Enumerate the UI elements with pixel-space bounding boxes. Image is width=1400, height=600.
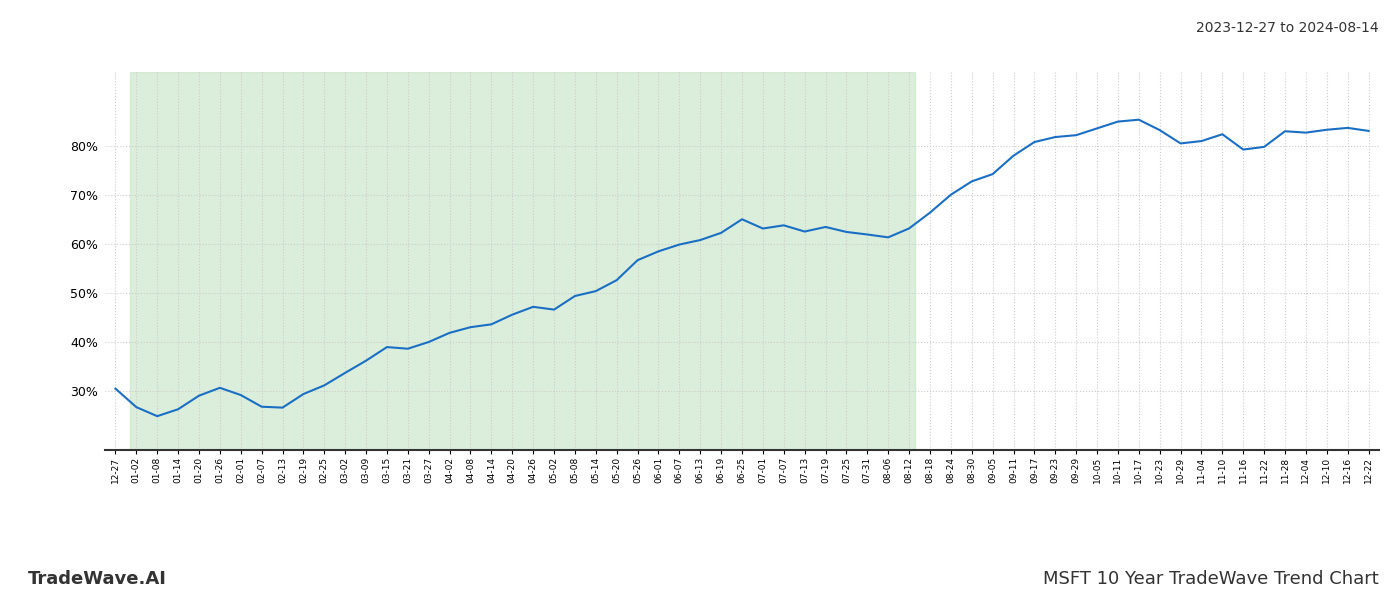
Text: TradeWave.AI: TradeWave.AI xyxy=(28,570,167,588)
Text: MSFT 10 Year TradeWave Trend Chart: MSFT 10 Year TradeWave Trend Chart xyxy=(1043,570,1379,588)
Bar xyxy=(130,72,916,450)
Text: 2023-12-27 to 2024-08-14: 2023-12-27 to 2024-08-14 xyxy=(1197,21,1379,35)
